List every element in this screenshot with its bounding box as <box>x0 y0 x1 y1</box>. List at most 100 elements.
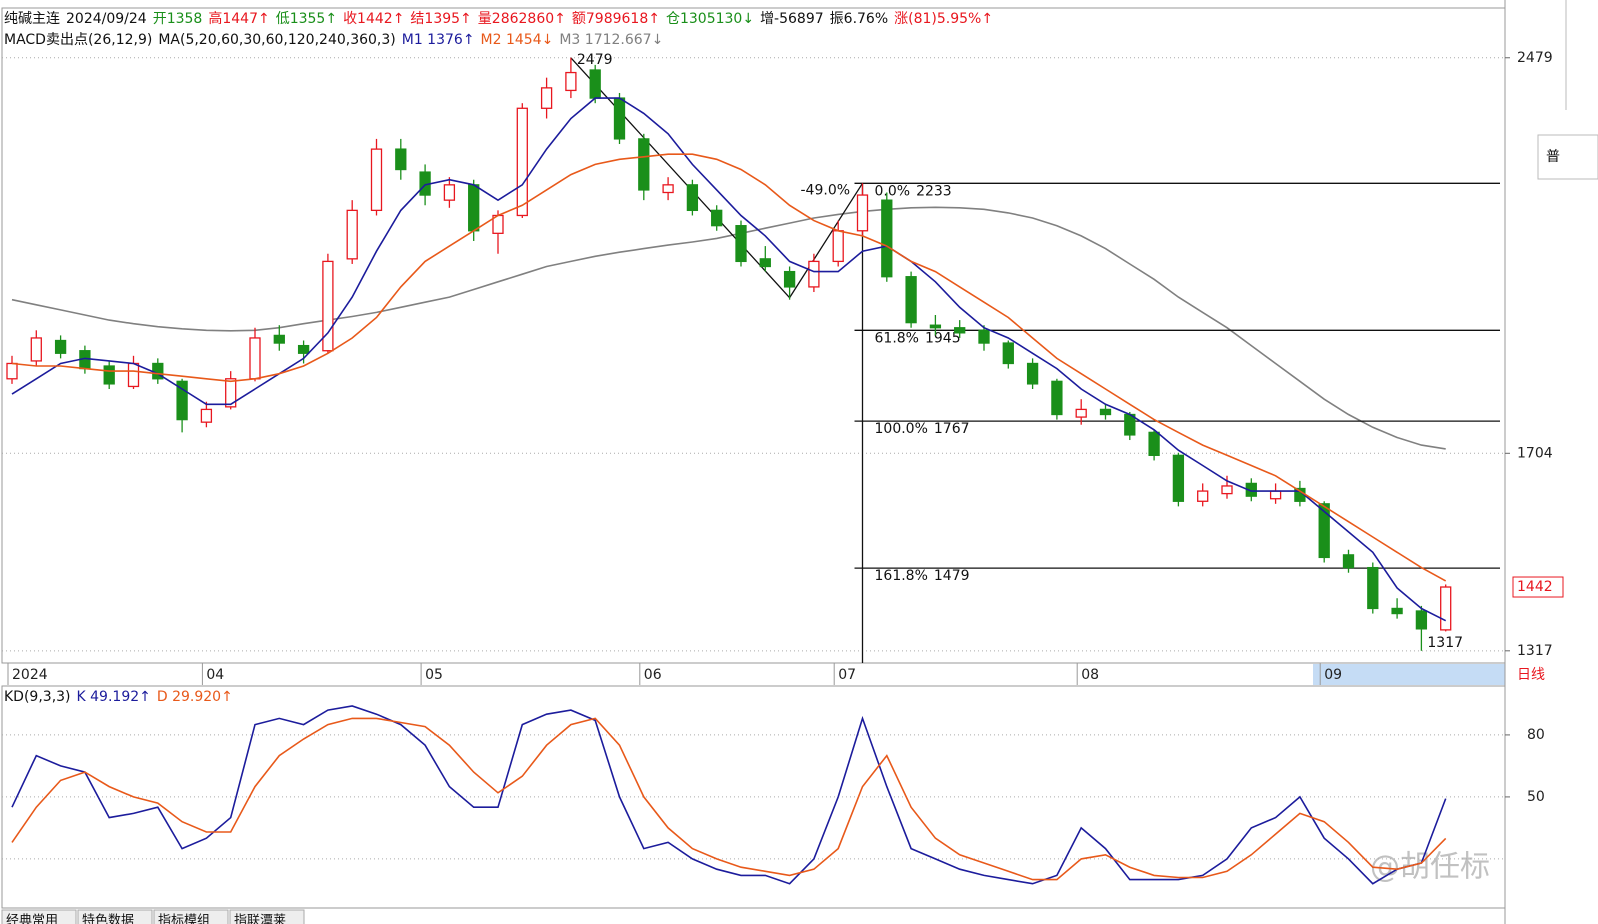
x-tick-label: 2024 <box>12 667 48 683</box>
fib-label: 161.8% 1479 <box>875 568 970 584</box>
legend-item: M1 1376↑ <box>402 32 475 48</box>
candle-body <box>1221 485 1233 495</box>
candle-body <box>6 362 18 380</box>
legend-item: M3 1712.667↓ <box>559 32 663 48</box>
annotation: 2479 <box>577 52 613 68</box>
last-price-label: 1442 <box>1517 579 1553 595</box>
candle-body <box>638 138 650 191</box>
candle-body <box>176 380 188 421</box>
tab[interactable] <box>153 909 229 924</box>
candle-body <box>735 225 747 263</box>
candle-body <box>978 329 990 344</box>
tab[interactable] <box>229 909 305 924</box>
ma-line <box>11 206 1446 450</box>
candle-body <box>783 270 796 288</box>
candle-body <box>565 71 577 92</box>
candle-body <box>225 378 237 408</box>
ma-line <box>11 705 1447 885</box>
candle-body <box>808 260 820 288</box>
candle-body <box>589 69 601 99</box>
candle-body <box>686 184 699 212</box>
tab-label[interactable]: 经典常用 <box>6 914 58 924</box>
y-tick-label: 80 <box>1527 727 1545 743</box>
header-line-item: 2024/09/24 <box>66 11 147 27</box>
kd-legend-item: KD(9,3,3) <box>4 689 71 705</box>
candle-body <box>297 344 310 354</box>
candle-body <box>370 148 383 212</box>
x-tick-label: 05 <box>425 667 443 683</box>
kd-legend-item: K 49.192↑ <box>77 689 151 705</box>
candle-body <box>832 230 844 263</box>
candle-body <box>1318 503 1330 559</box>
tab[interactable] <box>77 909 153 924</box>
candle-body <box>1391 607 1403 615</box>
kd-legend-item: D 29.920↑ <box>157 689 233 705</box>
candle-body <box>1148 431 1160 456</box>
candle-body <box>1075 408 1087 418</box>
candle-body <box>103 365 115 385</box>
legend: MACD卖出点(26,12,9) MA(5,20,60,30,60,120,240… <box>4 32 663 48</box>
candle-body <box>273 334 285 344</box>
header-line: 纯碱主连 2024/09/24 开1358 高1447↑ 低1355↑ 收1442↑ 结13… <box>4 10 993 27</box>
header-line-item: 额7989618↑ <box>572 11 660 27</box>
tab-label[interactable]: 指联潭莱 <box>234 914 286 924</box>
candle-body <box>54 339 67 354</box>
candle-body <box>954 327 966 334</box>
side-tab-label[interactable]: 普 <box>1546 149 1560 165</box>
fib-label: 61.8% 1945 <box>875 330 961 346</box>
ma-line <box>11 153 1447 582</box>
fib-label: 100.0% 1767 <box>875 421 970 437</box>
tab-label[interactable]: 指标模组 <box>158 914 210 924</box>
candle-body <box>1026 362 1039 385</box>
tab[interactable] <box>1 909 77 924</box>
period-highlight <box>1313 664 1505 685</box>
ma-line <box>11 97 1447 622</box>
header-line-item: 低1355↑ <box>276 11 337 27</box>
x-tick-label: 09 <box>1324 667 1342 683</box>
annotation: 1317 <box>1427 635 1463 651</box>
fib-value: 1945 <box>925 330 961 346</box>
candle-body <box>1051 380 1063 416</box>
candle-body <box>127 362 140 388</box>
candle-body <box>1367 566 1379 610</box>
candle-body <box>1002 342 1014 365</box>
period-label[interactable]: 日线 <box>1517 667 1545 683</box>
header-line-item: 纯碱主连 <box>4 11 60 27</box>
header-line-item: 高1447↑ <box>208 10 269 27</box>
fib-value: 1767 <box>934 421 970 437</box>
candle-body <box>929 324 942 329</box>
candle-body <box>322 260 334 352</box>
y-tick-label: 1704 <box>1517 445 1553 461</box>
fib-pct: 0.0% <box>875 183 911 199</box>
x-tick-label: 04 <box>206 667 224 683</box>
candle-body <box>1099 408 1112 416</box>
side-tab[interactable] <box>1537 134 1598 180</box>
y-tick-label: 2479 <box>1517 50 1553 66</box>
header-line-item: 仓1305130↓ <box>666 11 754 27</box>
candle-body <box>1172 454 1185 502</box>
candle-body <box>249 337 261 380</box>
tab-label[interactable]: 特色数据 <box>82 913 134 924</box>
candle-body <box>613 97 626 140</box>
candle-body <box>856 194 869 232</box>
x-tick-label: 08 <box>1081 667 1099 683</box>
fib-label: 0.0% 2233 <box>875 183 952 199</box>
candle-body <box>1269 490 1282 500</box>
x-tick-label: 06 <box>644 667 662 683</box>
candle-body <box>395 148 407 171</box>
y-tick-label: 1317 <box>1517 643 1553 659</box>
candle-body <box>540 87 553 109</box>
candle-body <box>443 184 456 201</box>
candle-body <box>468 184 480 232</box>
fib-pct: 61.8% <box>875 330 919 346</box>
candle-body <box>346 209 358 260</box>
header-line-item: 开1358 <box>153 11 203 27</box>
candle-body <box>711 209 723 227</box>
candle-body <box>662 184 674 194</box>
header-line-item: 结1395↑ <box>410 11 471 27</box>
fib-pct: 161.8% <box>875 568 928 584</box>
fib-pct: 100.0% <box>875 421 928 437</box>
candle-body <box>905 276 917 324</box>
candle-body <box>1342 554 1355 569</box>
